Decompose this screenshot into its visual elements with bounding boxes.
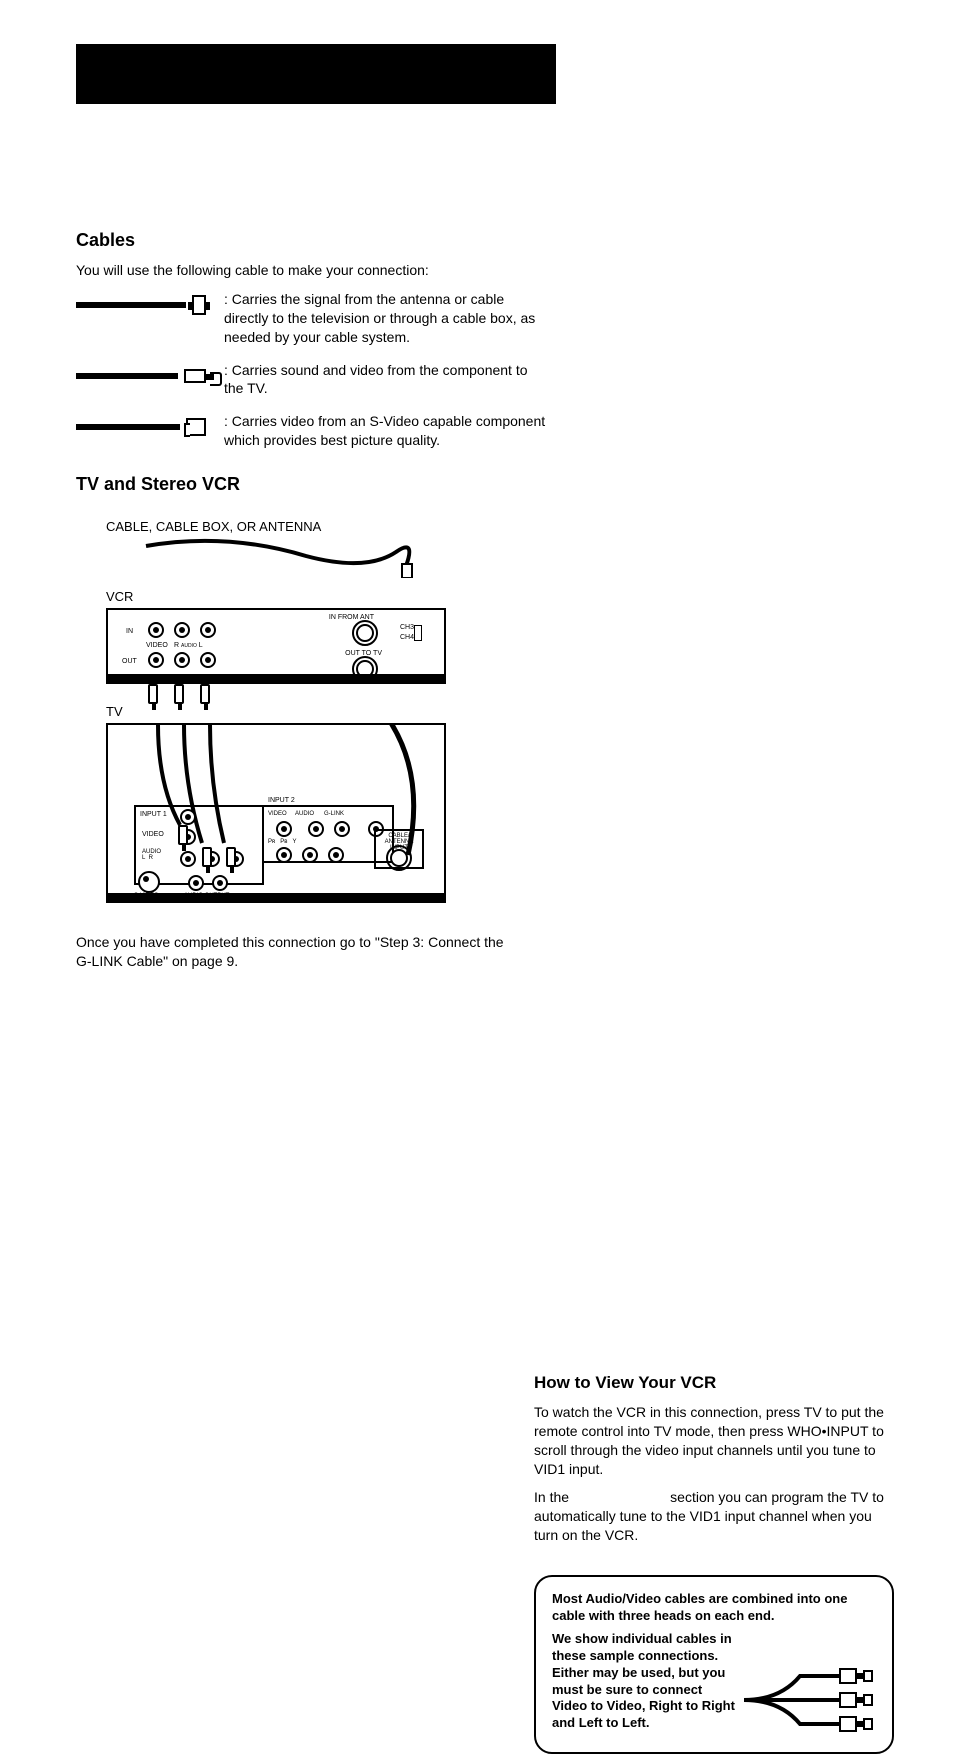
tv-jack-i1-video (180, 809, 196, 825)
tv-jack-i2-2 (308, 821, 324, 837)
tv-vcr-heading: TV and Stereo VCR (76, 474, 546, 495)
vcr-label: VCR (106, 589, 446, 604)
tv-coax-in (390, 849, 408, 867)
header-black-bar (76, 44, 556, 104)
vcr-jack-out-l (200, 652, 216, 668)
tv-i2-top-lbls: VIDEO AUDIO G-LINK (268, 811, 344, 817)
rca-desc: : Carries sound and video from the compo… (224, 361, 546, 399)
cable-drop (106, 684, 446, 708)
vcr-jack-out-r (174, 652, 190, 668)
vcr-jack-out-video (148, 652, 164, 668)
vcr-in-from-ant: IN FROM ANT (329, 614, 374, 621)
cables-heading: Cables (76, 230, 546, 251)
howto-p2: In the section you can program the TV to… (534, 1488, 894, 1545)
svideo-cable-icon (76, 412, 206, 442)
how-to-view-heading: How to View Your VCR (534, 1373, 894, 1393)
page-content: Cables You will use the following cable … (76, 230, 894, 1754)
tv-cable-antenna-input: CABLE/ ANTENNA INPUT (374, 829, 424, 869)
vcr-jack-in-l (200, 622, 216, 638)
tv-jack-pr (276, 847, 292, 863)
tv-jack-y (328, 847, 344, 863)
tv-jack-i2-1 (276, 821, 292, 837)
vcr-ch-switch (414, 625, 422, 641)
tv-plug-l (202, 847, 212, 867)
tv-plug-video (178, 825, 188, 845)
tv-input1-label: INPUT 1 (140, 811, 167, 818)
vcr-jack-in-video (148, 622, 164, 638)
howto-p1: To watch the VCR in this connection, pre… (534, 1403, 894, 1479)
vcr-r-txt: R AUDIO L (174, 642, 203, 649)
antenna-cable-icon (106, 538, 446, 578)
vcr-out-to-tv: OUT TO TV (345, 650, 382, 657)
tri-cable-icon (740, 1652, 880, 1742)
tv-i1-audio-lbl: AUDIOL R (142, 849, 161, 861)
cable-item-rca: : Carries sound and video from the compo… (76, 361, 546, 399)
rca-cable-icon (76, 361, 206, 391)
svideo-desc: : Carries video from an S-Video capable … (224, 412, 546, 450)
note-line1: Most Audio/Video cables are combined int… (552, 1591, 876, 1625)
tv-jack-i2-3 (334, 821, 350, 837)
right-column: How to View Your VCR To watch the VCR in… (534, 1373, 894, 1754)
cables-intro: You will use the following cable to make… (76, 261, 546, 280)
vcr-box: IN VIDEO R AUDIO L OUT IN FROM ANT CH3 C… (106, 608, 446, 684)
tv-plug-r (226, 847, 236, 867)
after-diagram-text: Once you have completed this connection … (76, 933, 516, 971)
coax-cable-icon (76, 290, 206, 320)
tv-i2-pr-pb-y: Pʀ Pв Y (268, 839, 296, 845)
plug-l (200, 684, 210, 704)
note-line2: We show individual cables in these sampl… (552, 1631, 740, 1732)
vcr-out: OUT (122, 658, 137, 665)
vcr-in: IN (126, 628, 133, 635)
tv-i1-video-txt: VIDEO (142, 831, 164, 838)
cable-item-coax: : Carries the signal from the antenna or… (76, 290, 546, 347)
av-cable-note: Most Audio/Video cables are combined int… (534, 1575, 894, 1754)
tv-jack-pb (302, 847, 318, 863)
tv-input2-label: INPUT 2 (268, 797, 295, 804)
vcr-jack-in-r (174, 622, 190, 638)
plug-video (148, 684, 158, 704)
vcr-ch3: CH3 (400, 624, 414, 631)
coax-desc: : Carries the signal from the antenna or… (224, 290, 546, 347)
tv-jack-i1-l (180, 851, 196, 867)
tv-svideo-jack (138, 871, 160, 893)
vcr-video-txt: VIDEO (146, 642, 168, 649)
plug-r (174, 684, 184, 704)
diagram-top-label: CABLE, CABLE BOX, OR ANTENNA (106, 519, 446, 534)
vcr-ch4: CH4 (400, 634, 414, 641)
tv-ao-1 (188, 875, 204, 891)
cable-item-svideo: : Carries video from an S-Video capable … (76, 412, 546, 450)
vcr-coax-in (356, 624, 374, 642)
connection-diagram: CABLE, CABLE BOX, OR ANTENNA VCR IN VIDE… (106, 519, 446, 903)
tv-ao-2 (212, 875, 228, 891)
left-column: Cables You will use the following cable … (76, 230, 546, 981)
tv-box: INPUT 1 VIDEO AUDIOL R INPUT 2 VIDEO (106, 723, 446, 903)
